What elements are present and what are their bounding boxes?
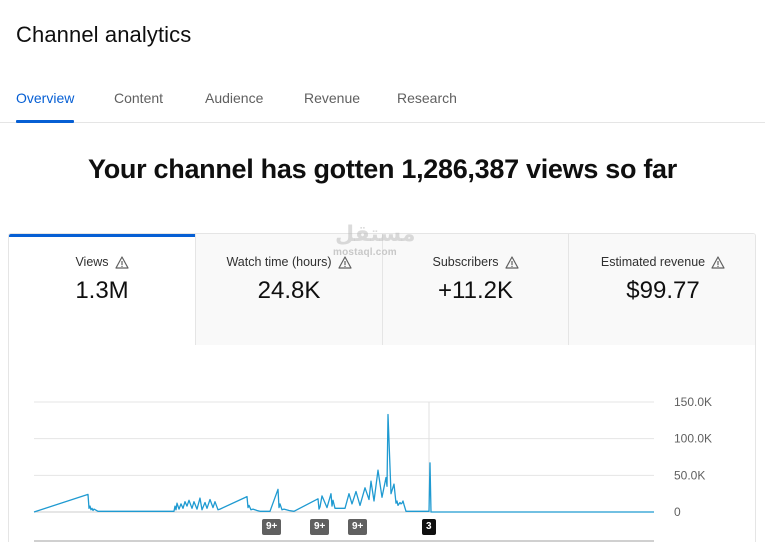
warning-icon xyxy=(711,255,725,269)
watermark-latin: mostaql.com xyxy=(333,247,397,258)
y-tick-label: 50.0K xyxy=(674,468,705,482)
chart-annotation-badge[interactable]: 9+ xyxy=(348,519,368,535)
metric-cards: Views 1.3M Watch time (hours) 24.8K Subs… xyxy=(9,234,755,345)
tab-research[interactable]: Research xyxy=(397,90,457,106)
tab-audience[interactable]: Audience xyxy=(205,90,264,106)
metric-value: $99.77 xyxy=(626,277,700,304)
metric-value: 24.8K xyxy=(257,277,321,304)
chart-annotation-badge[interactable]: 9+ xyxy=(262,519,282,535)
metric-label-row: Watch time (hours) xyxy=(196,255,382,269)
analytics-card: Views 1.3M Watch time (hours) 24.8K Subs… xyxy=(8,233,756,542)
metric-value: +11.2K xyxy=(438,277,513,304)
metric-label: Views xyxy=(75,255,109,269)
metric-label: Subscribers xyxy=(432,255,499,269)
tab-revenue[interactable]: Revenue xyxy=(304,90,361,106)
views-chart: 150.0K 100.0K 50.0K 0 9+ 9+ 9+ 3 xyxy=(9,345,755,542)
metric-card-views[interactable]: Views 1.3M xyxy=(9,234,196,345)
lifetime-views-headline: Your channel has gotten 1,286,387 views … xyxy=(88,154,677,184)
metric-label: Watch time (hours) xyxy=(226,255,332,269)
views-series-line[interactable] xyxy=(33,413,654,513)
metric-card-watch-time[interactable]: Watch time (hours) 24.8K xyxy=(196,234,383,345)
tab-overview[interactable]: Overview xyxy=(16,90,75,123)
tab-bar: Overview Content Audience Revenue Resear… xyxy=(0,80,765,123)
warning-icon xyxy=(504,255,519,269)
y-tick-label: 100.0K xyxy=(674,432,712,446)
chart-annotation-badge[interactable]: 3 xyxy=(422,519,436,535)
views-line-chart: 150.0K 100.0K 50.0K 0 xyxy=(33,395,712,542)
y-tick-label: 0 xyxy=(674,505,681,519)
metric-value: 1.3M xyxy=(75,277,129,304)
metric-label-row: Estimated revenue xyxy=(569,255,755,269)
page-title: Channel analytics xyxy=(16,22,192,47)
metric-label-row: Subscribers xyxy=(383,255,568,269)
y-tick-label: 150.0K xyxy=(674,395,712,409)
metric-card-subscribers[interactable]: Subscribers +11.2K xyxy=(383,234,569,345)
metric-label-row: Views xyxy=(9,255,195,269)
warning-icon xyxy=(114,255,129,269)
metric-label: Estimated revenue xyxy=(600,255,706,269)
watermark-arabic: مستقل xyxy=(335,222,416,247)
chart-annotation-badge[interactable]: 9+ xyxy=(310,519,330,535)
metric-card-estimated-revenue[interactable]: Estimated revenue $99.77 xyxy=(569,234,755,345)
warning-icon xyxy=(337,255,352,269)
tab-content[interactable]: Content xyxy=(114,90,164,106)
